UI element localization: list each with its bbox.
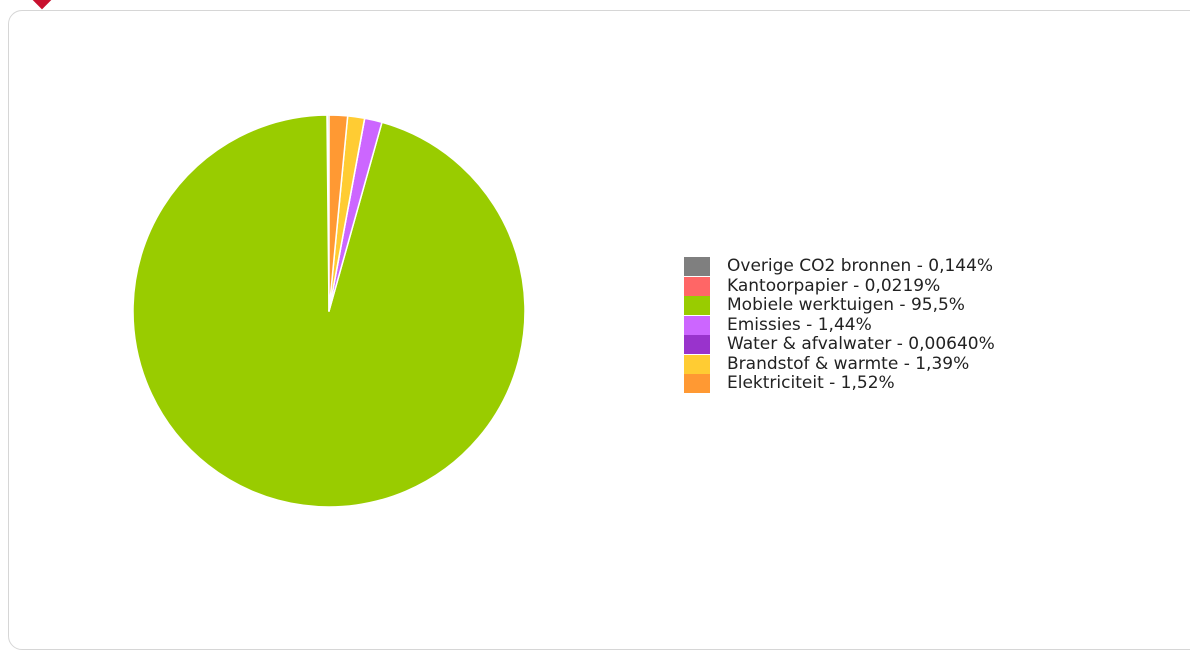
legend-item-mobiele-werktuigen[interactable]: Mobiele werktuigen - 95,5% [684,296,995,316]
legend-label: Water & afvalwater - 0,00640% [727,334,995,355]
legend-label: Emissies - 1,44% [727,314,872,335]
corner-marker-icon [30,0,54,10]
legend-swatch [684,257,710,277]
legend-item-emissies[interactable]: Emissies - 1,44% [684,314,995,336]
legend-swatch [684,296,710,316]
legend-label: Mobiele werktuigen - 95,5% [727,295,965,316]
legend-item-elektriciteit[interactable]: Elektriciteit - 1,52% [684,374,995,394]
legend-swatch [684,335,710,355]
legend-label: Elektriciteit - 1,52% [727,373,895,394]
legend-swatch [684,374,710,394]
legend-item-overige-co2-bronnen[interactable]: Overige CO2 bronnen - 0,144% [684,257,995,277]
legend-item-kantoorpapier[interactable]: Kantoorpapier - 0,0219% [684,275,995,297]
chart-card: Overige CO2 bronnen - 0,144% Kantoorpapi… [8,10,1190,650]
legend-label: Kantoorpapier - 0,0219% [727,275,941,296]
legend-item-water-afvalwater[interactable]: Water & afvalwater - 0,00640% [684,335,995,355]
legend-item-brandstof-warmte[interactable]: Brandstof & warmte - 1,39% [684,353,995,375]
legend-swatch [684,354,710,374]
legend-swatch [684,276,710,296]
legend-label: Overige CO2 bronnen - 0,144% [727,256,994,277]
pie-slice-elektriciteit[interactable] [328,114,349,312]
pie-chart [132,114,526,508]
legend-swatch [684,315,710,335]
legend-label: Brandstof & warmte - 1,39% [727,353,970,374]
chart-legend: Overige CO2 bronnen - 0,144% Kantoorpapi… [684,257,995,394]
